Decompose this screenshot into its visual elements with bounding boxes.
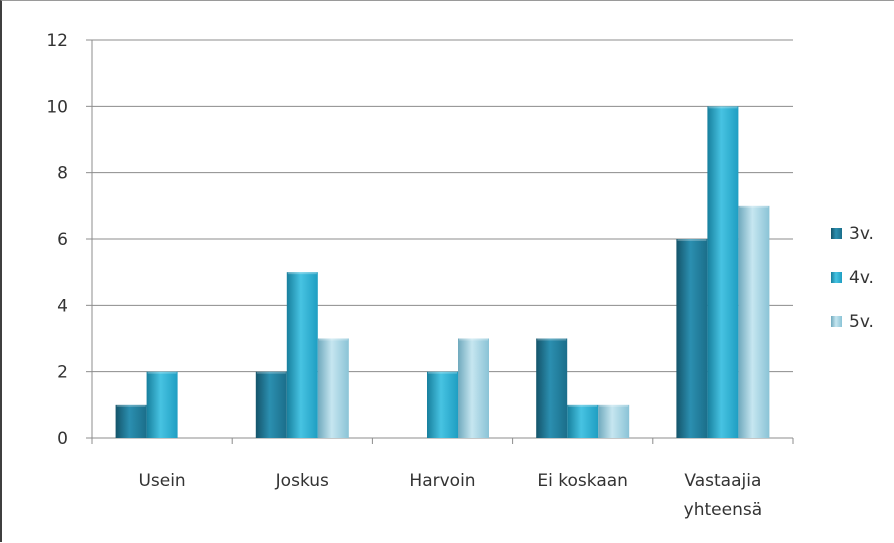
y-tick-label-6: 6	[57, 230, 68, 250]
bar-bevel-usein-4v	[147, 371, 177, 374]
legend-label-4v: 4v.	[849, 268, 874, 288]
bar-bevel-ei-koskaan-4v	[568, 404, 598, 407]
y-tick-label-12: 12	[46, 31, 68, 51]
bar-joskus-4v	[286, 272, 318, 438]
x-tick-label-ei-koskaan: Ei koskaan	[537, 471, 628, 491]
bar-bevel-vastaajia-yhteens-5v	[739, 205, 769, 208]
x-axis-ticks: Usein Joskus Harvoin Ei koskaan Vastaajia yht…	[91, 438, 794, 520]
bar-bevel-joskus-3v	[256, 371, 286, 374]
bars	[115, 106, 770, 438]
x-tick-label-joskus: Joskus	[275, 471, 329, 491]
y-tick-label-2: 2	[57, 363, 68, 383]
bar-ei-koskaan-4v	[567, 404, 599, 438]
bar-joskus-3v	[255, 371, 287, 438]
bar-bevel-harvoin-4v	[428, 371, 457, 374]
bar-harvoin-5v	[458, 338, 489, 438]
bar-vastaajia-yhteens-4v	[707, 106, 739, 438]
bar-bevel-joskus-5v	[318, 338, 348, 341]
legend-swatch-3v	[831, 228, 842, 239]
bar-bevel-vastaajia-yhteens-3v	[677, 239, 707, 241]
y-axis-ticks: 0 2 4 6 8 10 12	[46, 31, 92, 449]
bar-harvoin-4v	[427, 371, 458, 438]
legend-swatch-4v	[831, 272, 842, 283]
y-tick-label-8: 8	[57, 164, 68, 184]
bar-bevel-joskus-4v	[287, 272, 317, 275]
bar-vastaajia-yhteens-5v	[738, 205, 770, 438]
bar-usein-4v	[146, 371, 178, 438]
y-tick-label-4: 4	[57, 296, 68, 316]
x-tick-label-yhteens: yhteensä	[684, 500, 762, 520]
legend-swatch-5v	[831, 316, 842, 327]
x-tick-label-usein: Usein	[138, 471, 185, 491]
legend-label-5v: 5v.	[849, 312, 874, 332]
y-tick-label-10: 10	[46, 97, 68, 117]
bar-bevel-vastaajia-yhteens-4v	[708, 106, 738, 109]
bar-bevel-ei-koskaan-3v	[537, 338, 567, 341]
bar-usein-3v	[115, 404, 147, 438]
bar-ei-koskaan-5v	[598, 404, 630, 438]
legend: 3v. 4v. 5v.	[831, 224, 874, 332]
bar-bevel-usein-3v	[116, 404, 146, 407]
bar-ei-koskaan-3v	[536, 338, 568, 438]
y-tick-label-0: 0	[57, 429, 68, 449]
bar-vastaajia-yhteens-3v	[676, 239, 708, 438]
bar-joskus-5v	[317, 338, 349, 438]
x-tick-label-harvoin: Harvoin	[409, 471, 475, 491]
bar-bevel-harvoin-5v	[459, 338, 488, 341]
legend-label-3v: 3v.	[849, 224, 874, 244]
x-tick-label-vastaajia: Vastaajia	[684, 471, 761, 491]
bar-bevel-ei-koskaan-5v	[599, 404, 629, 407]
